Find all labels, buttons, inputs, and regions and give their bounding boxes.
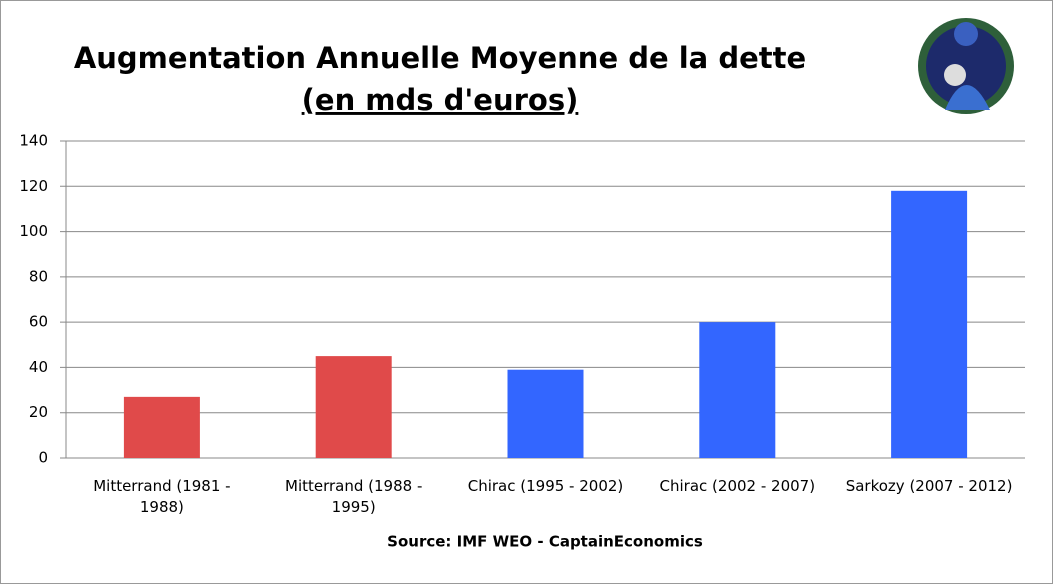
chart-subtitle: (en mds d'euros) — [302, 83, 579, 117]
x-tick-label: Mitterrand (1988 - 1995) — [285, 477, 423, 516]
y-tick-label: 100 — [19, 222, 48, 240]
bar — [699, 322, 776, 458]
x-tick-label: Chirac (1995 - 2002) — [467, 477, 624, 495]
bar — [891, 190, 968, 459]
bar — [507, 369, 584, 458]
bar — [123, 396, 200, 458]
bar — [315, 356, 392, 458]
y-tick-label: 0 — [38, 449, 48, 467]
y-tick-label: 20 — [29, 403, 48, 421]
x-tick-label: Chirac (2002 - 2007) — [659, 477, 816, 495]
x-tick-label: Sarkozy (2007 - 2012) — [845, 477, 1013, 495]
logo — [918, 18, 1014, 114]
chart-title: Augmentation Annuelle Moyenne de la dett… — [74, 41, 806, 75]
y-tick-label: 80 — [29, 267, 48, 285]
source: Source: IMF WEO - CaptainEconomics — [387, 533, 703, 551]
y-tick-label: 40 — [29, 358, 48, 376]
y-tick-label: 60 — [29, 313, 48, 331]
y-tick-label: 120 — [19, 177, 48, 195]
y-tick-label: 140 — [19, 132, 48, 150]
x-tick-label: Mitterrand (1981 - 1988) — [93, 477, 231, 516]
